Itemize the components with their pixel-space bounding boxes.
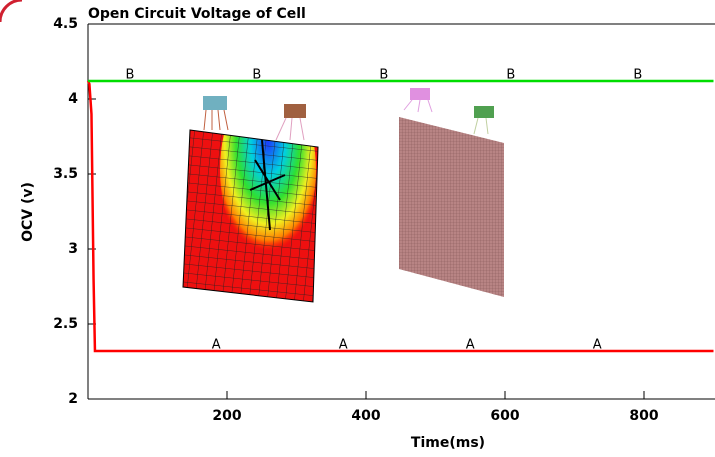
series-marker: B (252, 68, 261, 83)
y-tick-label: 4 (68, 91, 78, 107)
y-tick-label: 3.5 (53, 166, 78, 182)
series-marker: A (339, 338, 348, 353)
x-axis-label: Time(ms) (411, 435, 485, 451)
y-tick-label: 4.5 (53, 16, 78, 32)
simulation-image-right (399, 88, 504, 297)
series-marker: A (466, 338, 475, 353)
chart: Open Circuit Voltage of Cell Time(ms) OC… (0, 0, 715, 457)
y-tick-label: 2 (68, 391, 78, 407)
x-tick-label: 800 (629, 408, 658, 424)
series-marker: A (212, 338, 221, 353)
series-marker: B (125, 68, 134, 83)
chart-title: Open Circuit Voltage of Cell (88, 6, 306, 22)
y-axis-label: OCV (v) (20, 182, 36, 242)
series-marker: B (379, 68, 388, 83)
x-tick-label: 200 (212, 408, 241, 424)
x-tick-label: 400 (351, 408, 380, 424)
y-tick-label: 2.5 (53, 316, 78, 332)
simulation-image-left (183, 80, 318, 302)
series-marker: A (593, 338, 602, 353)
series-marker: B (506, 68, 515, 83)
corner-decoration (0, 0, 22, 22)
x-tick-label: 600 (490, 408, 519, 424)
series-marker: B (633, 68, 642, 83)
page: {"chart_data": {"type": "line", "title":… (0, 0, 715, 457)
y-tick-label: 3 (68, 241, 78, 257)
